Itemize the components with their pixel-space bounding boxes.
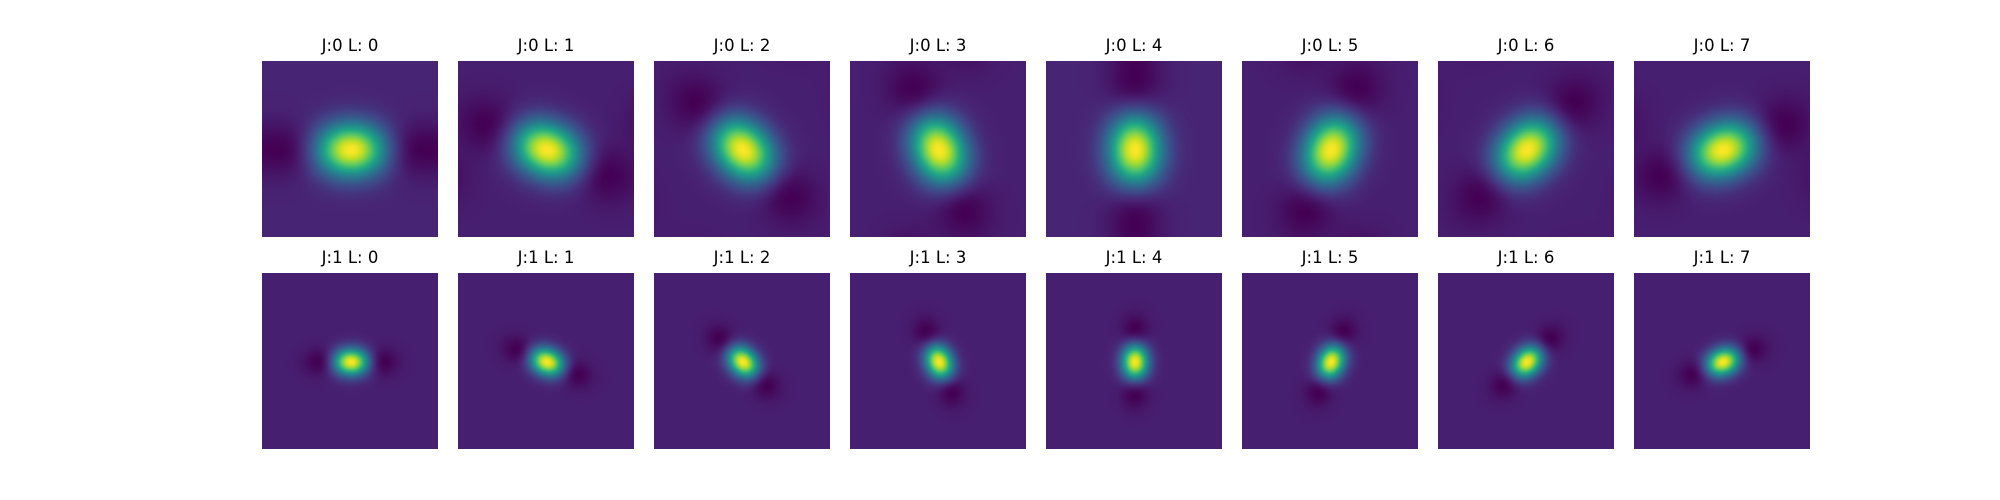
- panel-title: J:0 L: 4: [1105, 36, 1163, 55]
- heatmap-panel: J:0 L: 4: [1046, 36, 1222, 237]
- heatmap-image: [1634, 61, 1810, 237]
- panel-title: J:0 L: 3: [909, 36, 967, 55]
- heatmap-image: [1634, 273, 1810, 449]
- heatmap-image: [1242, 61, 1418, 237]
- panel-title: J:1 L: 3: [909, 248, 967, 267]
- heatmap-image: [850, 273, 1026, 449]
- heatmap-image: [262, 273, 438, 449]
- heatmap-panel: J:0 L: 7: [1634, 36, 1810, 237]
- panel-title: J:0 L: 7: [1693, 36, 1751, 55]
- panel-title: J:0 L: 6: [1497, 36, 1555, 55]
- panel-title: J:1 L: 0: [321, 248, 379, 267]
- panel-title: J:0 L: 2: [713, 36, 771, 55]
- panel-title: J:1 L: 4: [1105, 248, 1163, 267]
- panel-title: J:1 L: 5: [1301, 248, 1359, 267]
- heatmap-panel: J:1 L: 7: [1634, 248, 1810, 449]
- panel-title: J:1 L: 1: [517, 248, 575, 267]
- heatmap-panel: J:0 L: 0: [262, 36, 438, 237]
- heatmap-panel: J:1 L: 3: [850, 248, 1026, 449]
- heatmap-panel: J:0 L: 2: [654, 36, 830, 237]
- panel-title: J:0 L: 1: [517, 36, 575, 55]
- panel-title: J:0 L: 5: [1301, 36, 1359, 55]
- heatmap-image: [1046, 273, 1222, 449]
- heatmap-panel: J:1 L: 5: [1242, 248, 1418, 449]
- heatmap-panel: J:1 L: 4: [1046, 248, 1222, 449]
- panel-title: J:1 L: 2: [713, 248, 771, 267]
- panel-title: J:1 L: 6: [1497, 248, 1555, 267]
- panel-title: J:1 L: 7: [1693, 248, 1751, 267]
- heatmap-panel: J:1 L: 0: [262, 248, 438, 449]
- panel-title: J:0 L: 0: [321, 36, 379, 55]
- heatmap-panel: J:0 L: 6: [1438, 36, 1614, 237]
- heatmap-image: [1438, 61, 1614, 237]
- heatmap-panel: J:1 L: 1: [458, 248, 634, 449]
- heatmap-image: [850, 61, 1026, 237]
- heatmap-panel: J:0 L: 3: [850, 36, 1026, 237]
- heatmap-image: [1438, 273, 1614, 449]
- heatmap-panel: J:1 L: 2: [654, 248, 830, 449]
- heatmap-panel: J:0 L: 1: [458, 36, 634, 237]
- heatmap-image: [654, 273, 830, 449]
- heatmap-panel: J:0 L: 5: [1242, 36, 1418, 237]
- heatmap-panel: J:1 L: 6: [1438, 248, 1614, 449]
- heatmap-image: [1046, 61, 1222, 237]
- heatmap-image: [458, 273, 634, 449]
- heatmap-image: [458, 61, 634, 237]
- heatmap-image: [1242, 273, 1418, 449]
- heatmap-image: [262, 61, 438, 237]
- heatmap-image: [654, 61, 830, 237]
